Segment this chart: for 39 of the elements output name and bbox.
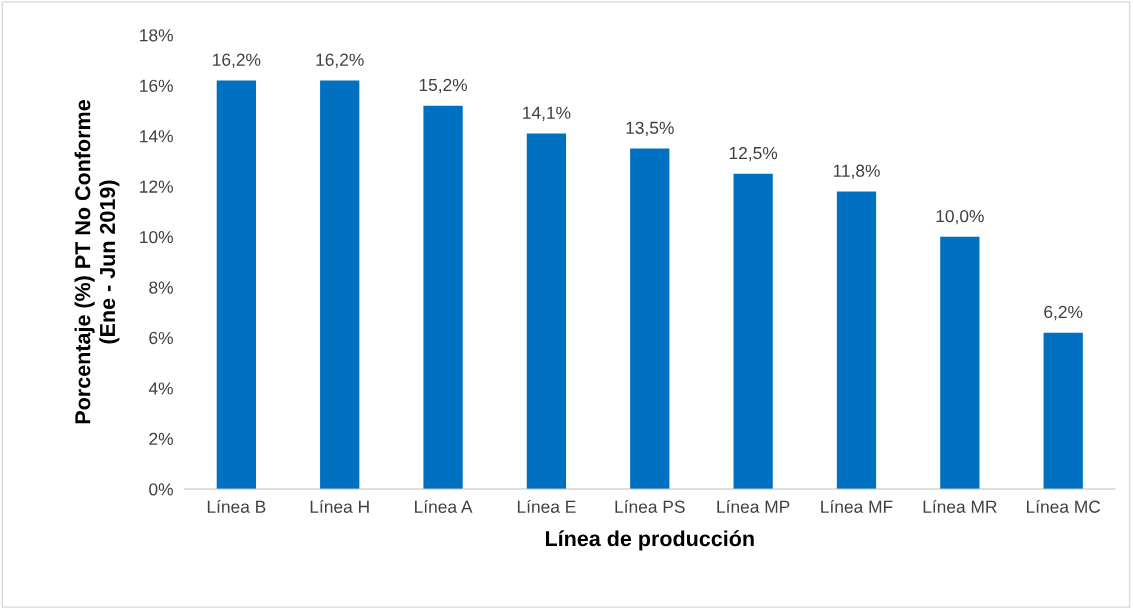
x-tick-label: Línea B <box>207 499 266 513</box>
x-tick-label: Línea PS <box>615 499 685 513</box>
x-tick-label: Línea A <box>415 499 473 513</box>
y-axis-title: Porcentaje (%) PT No Conforme (Ene - Jun 2019) <box>74 100 120 424</box>
bar <box>216 80 256 490</box>
data-label: 14,1% <box>523 106 571 121</box>
data-label: 16,2% <box>316 53 364 68</box>
data-label: 12,5% <box>729 146 778 162</box>
y-tick-label: 12% <box>140 180 173 193</box>
bar <box>630 148 670 490</box>
x-tick-label: Línea E <box>517 499 576 513</box>
y-tick-label: 2% <box>149 432 173 445</box>
bar <box>836 191 877 490</box>
x-tick-label: Línea MR <box>923 499 997 513</box>
data-label: 13,5% <box>626 121 674 137</box>
y-tick-label: 16% <box>140 79 173 92</box>
data-label: 10,0% <box>936 209 984 225</box>
y-tick-label: 8% <box>149 281 173 294</box>
x-axis-title: Línea de producción <box>545 530 754 551</box>
bar <box>733 173 773 490</box>
y-tick-label: 6% <box>149 331 173 345</box>
x-tick-label: Línea MF <box>821 499 893 513</box>
data-label: 11,8% <box>833 164 880 179</box>
x-tick-label: Línea MP <box>717 499 790 513</box>
x-tick-label: Línea MC <box>1026 499 1101 513</box>
data-label: 16,2% <box>213 53 261 68</box>
data-label: 15,2% <box>419 78 468 94</box>
bar <box>940 236 980 490</box>
y-tick-label: 0% <box>149 483 173 496</box>
y-tick-label: 14% <box>140 130 173 143</box>
bar <box>423 105 463 490</box>
bar <box>526 133 567 490</box>
y-tick-label: 4% <box>148 382 173 395</box>
y-tick-label: 18% <box>140 29 173 42</box>
bar <box>320 80 360 490</box>
x-tick-label: Línea H <box>310 499 369 513</box>
bar <box>1043 332 1083 490</box>
y-tick-label: 10% <box>140 230 173 244</box>
data-label: 6,2% <box>1044 305 1083 321</box>
